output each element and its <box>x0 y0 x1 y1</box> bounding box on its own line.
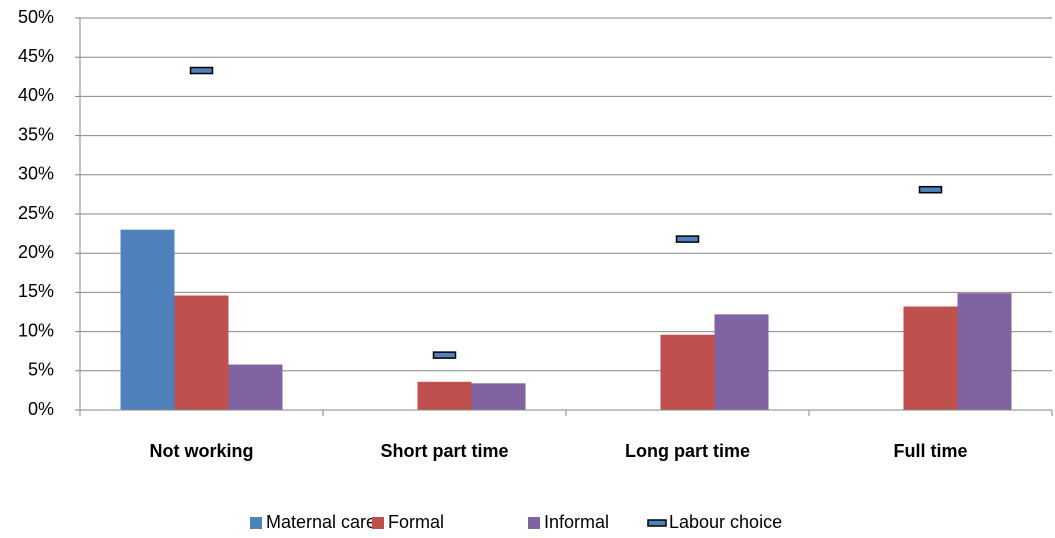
marker <box>189 66 214 75</box>
bar <box>417 381 472 410</box>
legend-swatch <box>372 517 384 529</box>
legend-label: Informal <box>544 512 609 532</box>
bar <box>714 314 769 410</box>
bar <box>174 295 229 410</box>
x-tick-label: Long part time <box>625 441 750 461</box>
y-tick-label: 0% <box>28 399 54 419</box>
marker <box>918 185 943 194</box>
x-tick-label: Full time <box>893 441 967 461</box>
y-tick-label: 20% <box>18 242 54 262</box>
legend-label: Maternal care <box>266 512 376 532</box>
legend-label: Formal <box>388 512 444 532</box>
bar <box>120 229 175 410</box>
legend-swatch <box>528 517 540 529</box>
y-tick-label: 50% <box>18 7 54 27</box>
y-tick-label: 25% <box>18 203 54 223</box>
legend-swatch <box>250 517 262 529</box>
bar <box>957 293 1012 410</box>
bar <box>903 306 958 410</box>
marker <box>675 235 700 243</box>
x-tick-label: Short part time <box>380 441 508 461</box>
y-tick-label: 15% <box>18 281 54 301</box>
bar <box>471 383 526 410</box>
y-tick-label: 5% <box>28 360 54 380</box>
legend-swatch <box>647 519 667 527</box>
x-tick-label: Not working <box>150 441 254 461</box>
bar <box>228 364 283 410</box>
y-tick-label: 10% <box>18 320 54 340</box>
y-tick-label: 30% <box>18 164 54 184</box>
y-tick-label: 40% <box>18 85 54 105</box>
y-tick-label: 35% <box>18 124 54 144</box>
bar <box>660 334 715 410</box>
y-tick-label: 45% <box>18 46 54 66</box>
legend-label: Labour choice <box>669 512 782 532</box>
marker <box>432 351 457 359</box>
